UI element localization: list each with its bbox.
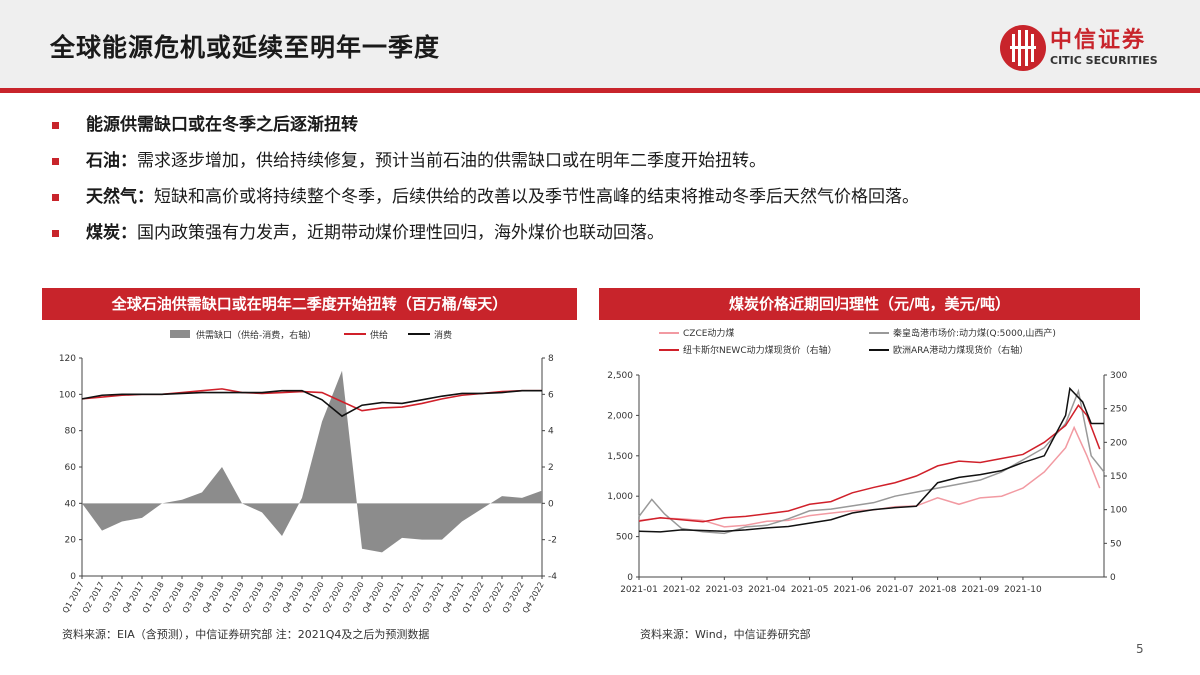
y-tick-label-left: 2,000 xyxy=(607,411,633,421)
legend-swatch xyxy=(170,330,190,338)
bullet-item: 能源供需缺口或在冬季之后逐渐扭转 xyxy=(52,114,1152,150)
y-tick-label-right: 4 xyxy=(548,427,554,437)
x-tick-label: 2021-05 xyxy=(791,585,829,595)
citic-logo-icon xyxy=(1000,25,1046,71)
x-tick-label: 2021-07 xyxy=(876,585,914,595)
newcastle-line xyxy=(638,404,1101,523)
legend-label: 欧洲ARA港动力煤现货价（右轴） xyxy=(893,344,1028,356)
x-tick-label: 2021-04 xyxy=(748,585,786,595)
y-tick-label-left: 1,000 xyxy=(607,492,633,502)
bullet-item: 天然气：短缺和高价或将持续整个冬季，后续供给的改善以及季节性高峰的结束将推动冬季… xyxy=(52,186,1152,222)
bullet-item: 煤炭：国内政策强有力发声，近期带动煤价理性回归，海外煤价也联动回落。 xyxy=(52,222,1152,258)
left-chart-source: 资料来源：EIA（含预测），中信证券研究部 注：2021Q4及之后为预测数据 xyxy=(62,628,430,641)
page-title: 全球能源危机或延续至明年一季度 xyxy=(50,33,441,62)
qinhuangdao-line xyxy=(638,388,1105,535)
right-chart-title: 煤炭价格近期回归理性（元/吨，美元/吨） xyxy=(599,288,1140,320)
bullet-square-icon xyxy=(52,194,59,201)
bullet-heading: 石油： xyxy=(86,151,137,171)
bullet-list: 能源供需缺口或在冬季之后逐渐扭转 石油：需求逐步增加，供给持续修复，预计当前石油… xyxy=(52,114,1152,258)
bullet-text: 国内政策强有力发声，近期带动煤价理性回归，海外煤价也联动回落。 xyxy=(137,223,664,243)
legend-label: 供需缺口（供给-消费，右轴） xyxy=(196,329,316,341)
czce-line xyxy=(638,425,1101,528)
y-tick-label-right: 0 xyxy=(548,499,554,509)
coal-price-chart: CZCE动力煤 秦皇岛港市场价:动力煤(Q:5000,山西产) 纽卡斯尔NEWC动力… xyxy=(607,327,1127,595)
y-tick-label-left: 0 xyxy=(627,573,633,583)
supply-line xyxy=(81,388,542,412)
y-tick-label-right: 100 xyxy=(1110,506,1127,516)
x-tick-label: 2021-06 xyxy=(833,585,871,595)
y-tick-label-right: 6 xyxy=(548,390,554,400)
ara-line xyxy=(638,386,1104,533)
logo: 中信证券 CITIC SECURITIES xyxy=(998,20,1178,76)
bullet-square-icon xyxy=(52,230,59,237)
y-tick-label-right: 2 xyxy=(548,463,554,473)
logo-text-cn: 中信证券 xyxy=(1050,28,1147,53)
y-tick-label-right: 200 xyxy=(1110,438,1127,448)
y-tick-label-right: -2 xyxy=(548,536,557,546)
right-chart-source: 资料来源：Wind，中信证券研究部 xyxy=(640,628,811,641)
bullet-text: 短缺和高价或将持续整个冬季，后续供给的改善以及季节性高峰的结束将推动冬季后天然气… xyxy=(154,187,919,207)
y-tick-label-left: 100 xyxy=(59,390,76,400)
left-chart-title: 全球石油供需缺口或在明年二季度开始扭转（百万桶/每天） xyxy=(42,288,577,320)
y-tick-label-right: 0 xyxy=(1110,573,1116,583)
legend-label: 秦皇岛港市场价:动力煤(Q:5000,山西产) xyxy=(893,327,1056,339)
legend-label: 纽卡斯尔NEWC动力煤现货价（右轴） xyxy=(683,344,837,356)
legend-label: 消费 xyxy=(434,329,452,341)
legend-label: 供给 xyxy=(370,329,388,341)
y-tick-label-right: -4 xyxy=(548,572,557,582)
bullet-square-icon xyxy=(52,122,59,129)
x-tick-label: 2021-02 xyxy=(663,585,701,595)
y-tick-label-right: 50 xyxy=(1110,539,1122,549)
y-tick-label-left: 60 xyxy=(65,463,77,473)
y-tick-label-left: 20 xyxy=(65,536,77,546)
y-tick-label-left: 500 xyxy=(616,533,633,543)
y-tick-label-left: 2,500 xyxy=(607,371,633,381)
page-number: 5 xyxy=(1136,642,1144,656)
y-tick-label-right: 8 xyxy=(548,354,554,364)
header-divider xyxy=(0,88,1200,93)
y-tick-label-left: 80 xyxy=(65,427,77,437)
x-tick-label: 2021-03 xyxy=(706,585,744,595)
logo-text-en: CITIC SECURITIES xyxy=(1050,54,1158,67)
header: 全球能源危机或延续至明年一季度 中信证券 CITIC SECURITIES xyxy=(0,0,1200,88)
x-tick-label: 2021-01 xyxy=(620,585,658,595)
y-tick-label-right: 300 xyxy=(1110,371,1127,381)
x-tick-label: 2021-08 xyxy=(919,585,957,595)
x-tick-label: 2021-09 xyxy=(961,585,999,595)
bullet-text: 需求逐步增加，供给持续修复，预计当前石油的供需缺口或在明年二季度开始扭转。 xyxy=(137,151,766,171)
y-tick-label-right: 150 xyxy=(1110,472,1127,482)
legend-label: CZCE动力煤 xyxy=(683,327,734,339)
bullet-heading: 能源供需缺口或在冬季之后逐渐扭转 xyxy=(86,115,358,135)
gap-area-series xyxy=(82,370,542,553)
y-tick-label-right: 250 xyxy=(1110,405,1127,415)
bullet-square-icon xyxy=(52,158,59,165)
x-tick-label: 2021-10 xyxy=(1004,585,1042,595)
y-tick-label-left: 40 xyxy=(65,499,77,509)
demand-line xyxy=(81,389,542,418)
oil-balance-chart: 供需缺口（供给-消费，右轴） 供给 消费 0 20 40 60 80 100 120 -4 -2 0 2 4… xyxy=(59,329,557,615)
bullet-heading: 天然气： xyxy=(86,187,154,207)
y-tick-label-left: 120 xyxy=(59,354,76,364)
y-tick-label-left: 1,500 xyxy=(607,452,633,462)
bullet-item: 石油：需求逐步增加，供给持续修复，预计当前石油的供需缺口或在明年二季度开始扭转。 xyxy=(52,150,1152,186)
y-tick-label-left: 0 xyxy=(70,572,76,582)
bullet-heading: 煤炭： xyxy=(86,223,137,243)
